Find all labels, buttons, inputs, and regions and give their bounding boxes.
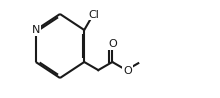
Text: O: O bbox=[123, 66, 132, 76]
Text: Cl: Cl bbox=[88, 10, 99, 20]
Text: N: N bbox=[31, 25, 40, 35]
Text: O: O bbox=[108, 39, 117, 49]
